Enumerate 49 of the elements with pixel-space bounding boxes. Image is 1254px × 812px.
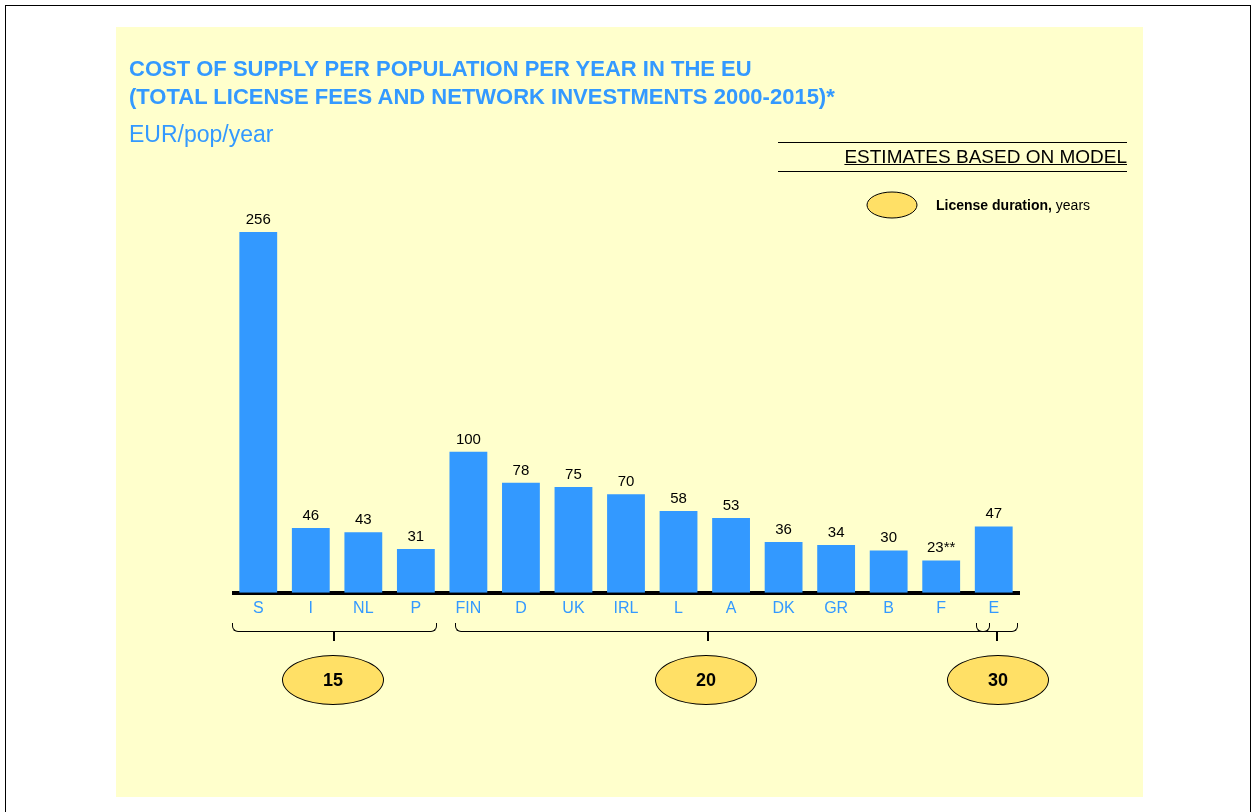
chart-title: COST OF SUPPLY PER POPULATION PER YEAR IN THE EU (TOTAL LICENSE FEES AND NETWORK INVESTMENTS 2000-2015)* — [129, 55, 835, 111]
data-label: 75 — [565, 464, 582, 482]
bar — [922, 560, 961, 593]
x-tick-label: IRL — [613, 598, 639, 616]
bar — [974, 526, 1013, 593]
bar — [764, 542, 803, 593]
x-tick-label: E — [988, 598, 1000, 616]
x-tick-label: GR — [824, 598, 849, 616]
bar — [659, 511, 698, 593]
text: License duration, years — [936, 197, 1091, 213]
bar — [239, 232, 278, 593]
x-tick-label: UK — [562, 598, 585, 616]
data-label: 36 — [775, 519, 792, 537]
data-label: 30 — [880, 528, 898, 546]
x-tick-label: S — [252, 598, 264, 616]
data-label: 58 — [670, 488, 687, 506]
data-label: 53 — [722, 495, 740, 513]
bar — [712, 518, 750, 593]
x-tick-label: P — [410, 598, 422, 616]
data-label: 23** — [927, 538, 956, 556]
data-label: 100 — [455, 429, 481, 447]
data-label: 46 — [302, 505, 320, 523]
x-tick-label: I — [308, 598, 314, 616]
data-label: 34 — [827, 522, 845, 540]
x-tick-label: NL — [353, 598, 374, 616]
bar — [869, 550, 908, 593]
x-tick-label: A — [725, 598, 737, 616]
bar — [817, 544, 856, 593]
bar — [554, 487, 593, 593]
data-label: 31 — [407, 526, 425, 544]
x-tick-label: FIN — [455, 598, 482, 616]
bar — [396, 549, 435, 593]
bar — [291, 527, 330, 593]
text: ESTIMATES BASED ON MODEL — [778, 142, 1127, 172]
bar — [607, 494, 645, 593]
x-tick-label: L — [674, 598, 684, 616]
bar — [449, 451, 488, 593]
chart-subtitle: EUR/pop/year — [129, 121, 274, 148]
data-label: 78 — [512, 460, 530, 478]
x-tick-label: DK — [772, 598, 796, 616]
data-label: 47 — [985, 504, 1003, 522]
bar — [344, 532, 383, 593]
x-tick-label: B — [883, 598, 894, 616]
bar — [502, 482, 540, 593]
data-label: 256 — [245, 209, 271, 227]
data-label: 43 — [354, 509, 372, 527]
x-tick-label: D — [515, 598, 527, 616]
data-label: 70 — [617, 471, 635, 489]
x-tick-label: F — [936, 598, 947, 616]
